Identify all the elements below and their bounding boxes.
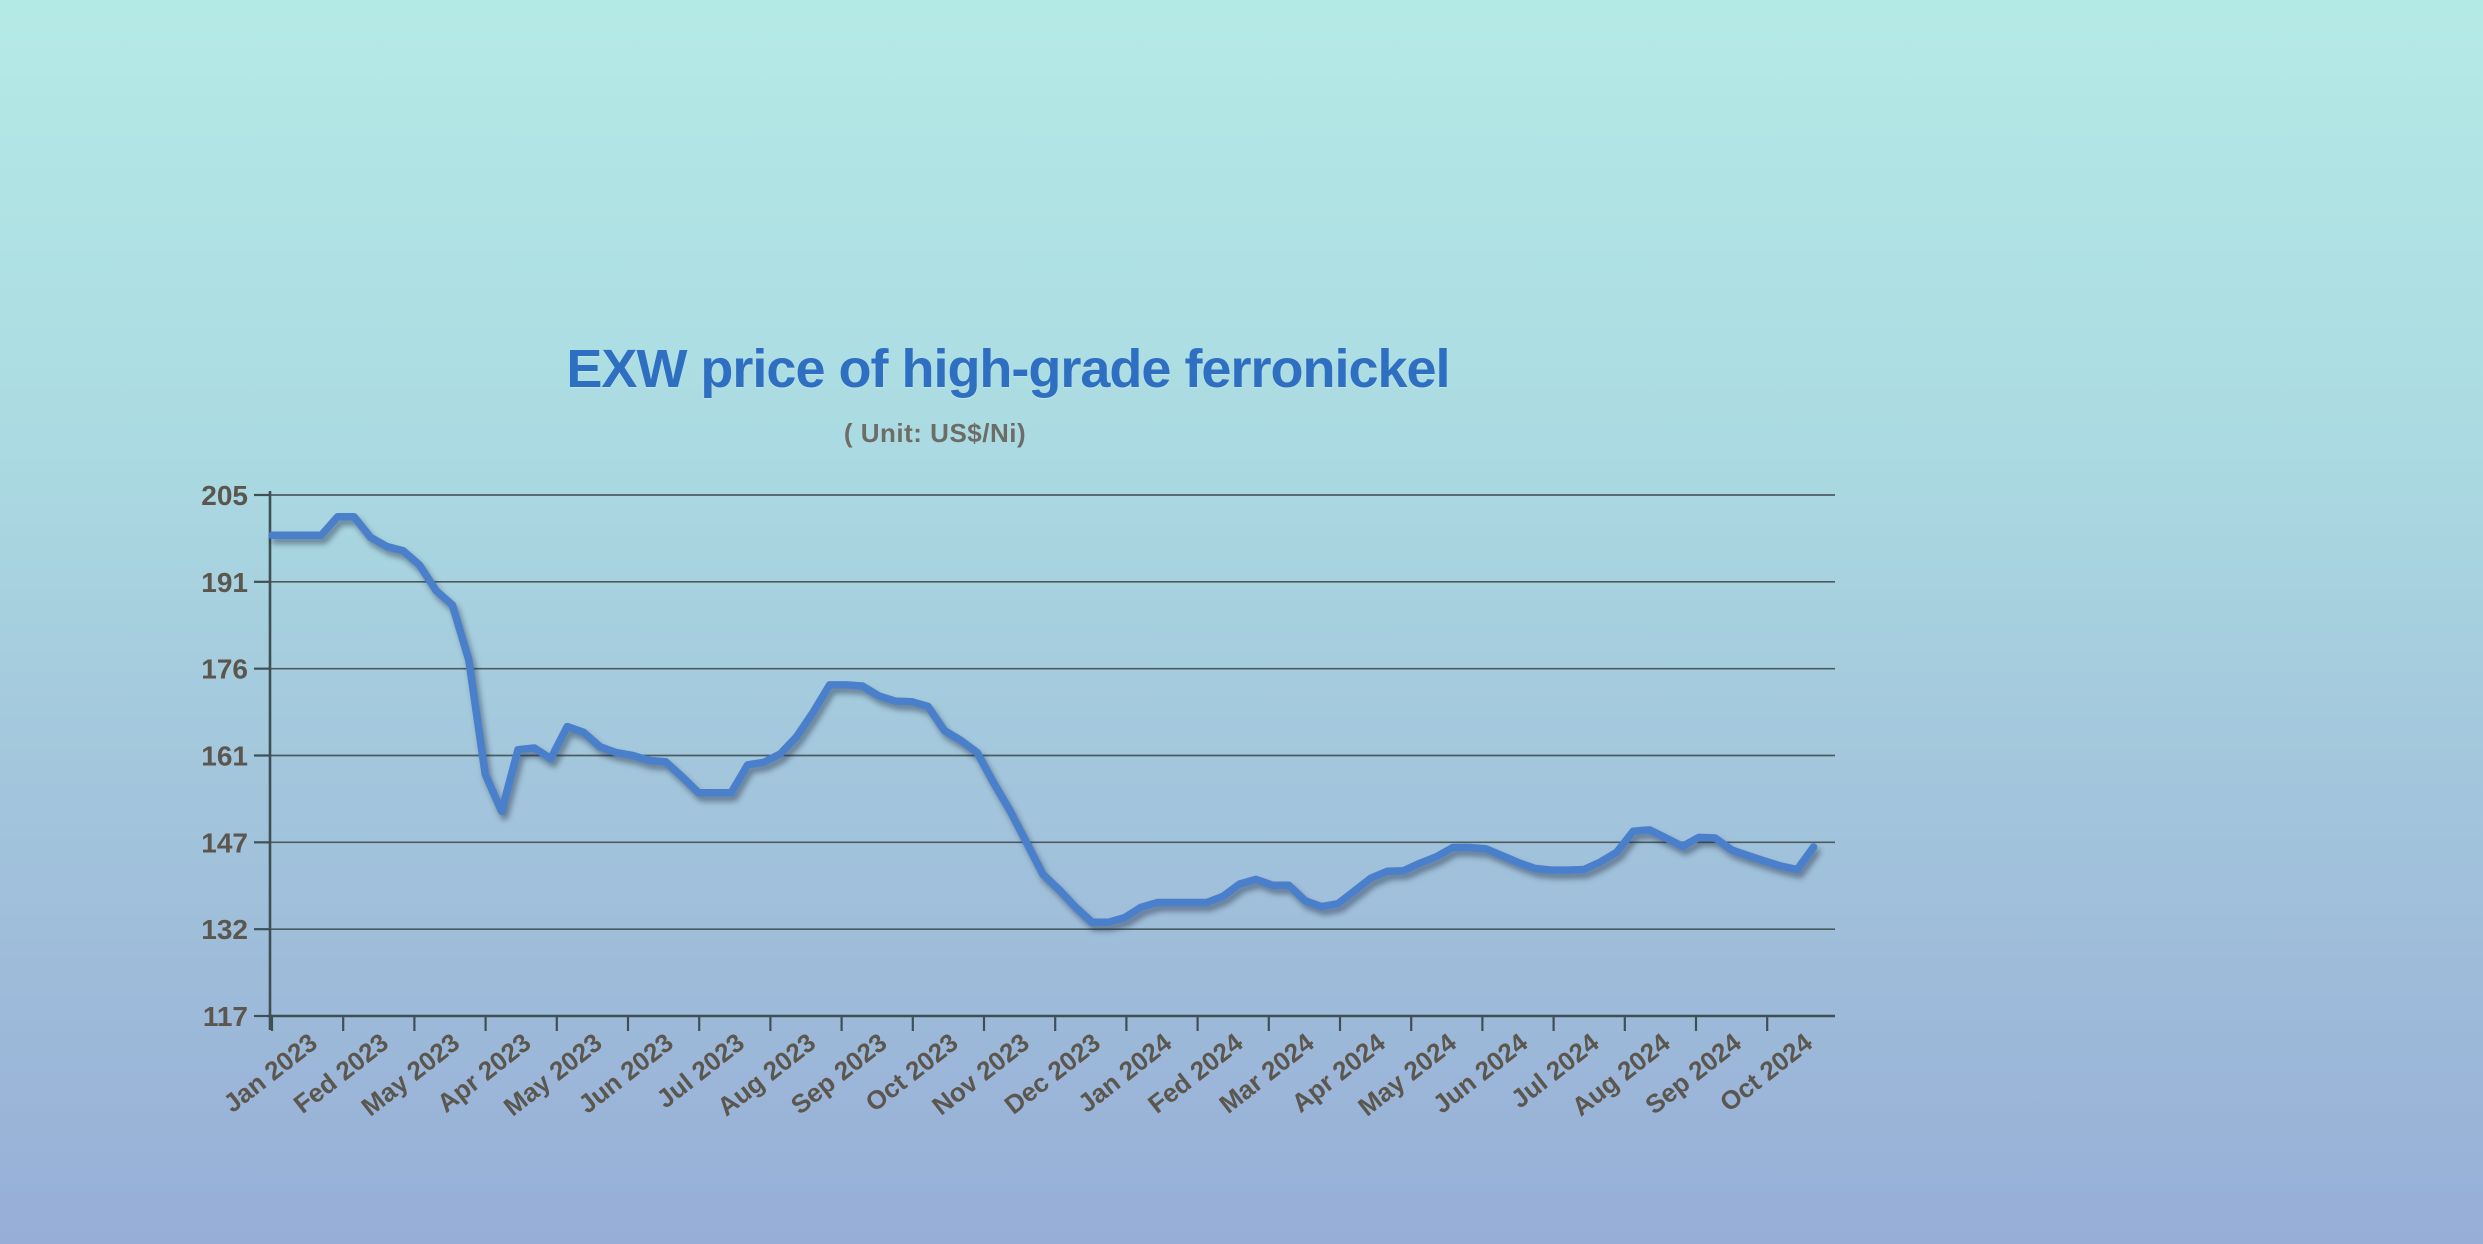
y-tick-label: 205 — [201, 480, 248, 511]
x-ticks — [270, 1016, 1769, 1031]
price-line — [268, 512, 1818, 926]
chart-unit-label: ( Unit: US$/Ni) — [843, 418, 1027, 448]
chart-title: EXW price of high-grade ferronickel — [566, 339, 1450, 399]
y-tick-label: 147 — [201, 827, 248, 858]
y-tick-label: 176 — [201, 654, 248, 685]
y-tick-label: 191 — [201, 567, 248, 598]
y-tick-label: 132 — [201, 914, 248, 945]
y-axis-labels: 117 132 147 161 176 191 205 — [201, 480, 248, 1032]
axes — [268, 491, 1835, 1030]
y-tick-label: 117 — [203, 1001, 248, 1032]
y-tick-label: 161 — [201, 741, 248, 772]
gridlines — [254, 493, 1835, 1018]
